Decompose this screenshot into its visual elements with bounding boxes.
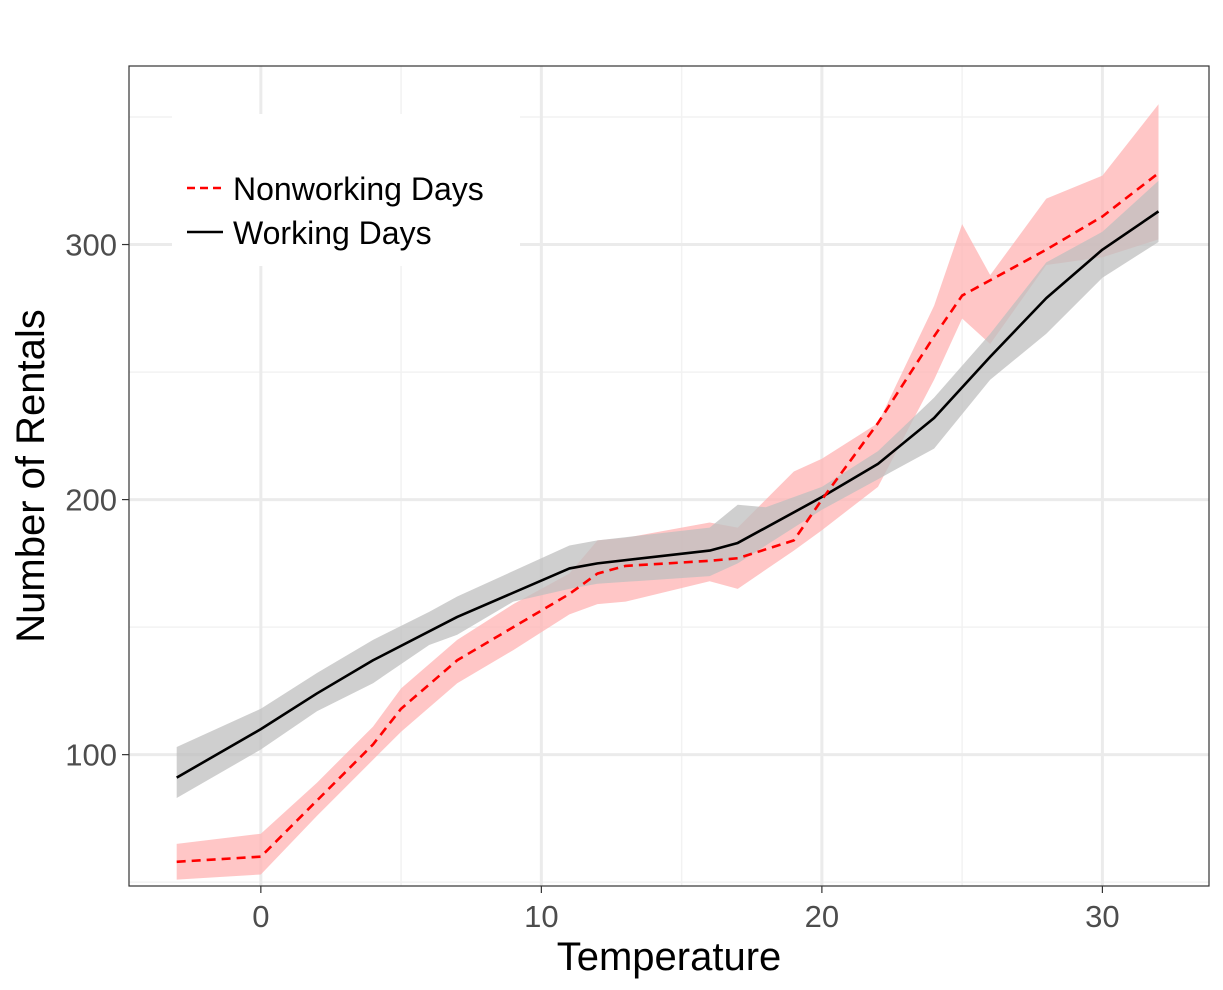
y-axis-title: Number of Rentals: [9, 309, 53, 642]
panel-border: [128, 65, 1210, 887]
x-tick-label: 10: [524, 899, 558, 934]
x-axis: 0 10 20 30: [252, 886, 1120, 934]
x-axis-title: Temperature: [557, 935, 782, 979]
x-tick-label: 30: [1085, 899, 1119, 934]
band-working-days: [176, 180, 1159, 799]
legend: Nonworking Days Working Days: [172, 114, 520, 266]
x-tick-label: 20: [805, 899, 839, 934]
y-axis: 100 200 300: [65, 228, 129, 773]
legend-label-working-days: Working Days: [233, 215, 432, 251]
line-working-days: [176, 210, 1160, 779]
legend-background: [172, 114, 520, 266]
confidence-bands: [176, 104, 1159, 880]
y-tick-label: 300: [65, 228, 117, 263]
y-tick-label: 200: [65, 483, 117, 518]
x-tick-label: 0: [252, 899, 269, 934]
y-tick-label: 100: [65, 738, 117, 773]
legend-label-nonworking-days: Nonworking Days: [233, 171, 484, 207]
series-lines: [176, 172, 1160, 864]
band-nonworking-days: [176, 104, 1159, 880]
